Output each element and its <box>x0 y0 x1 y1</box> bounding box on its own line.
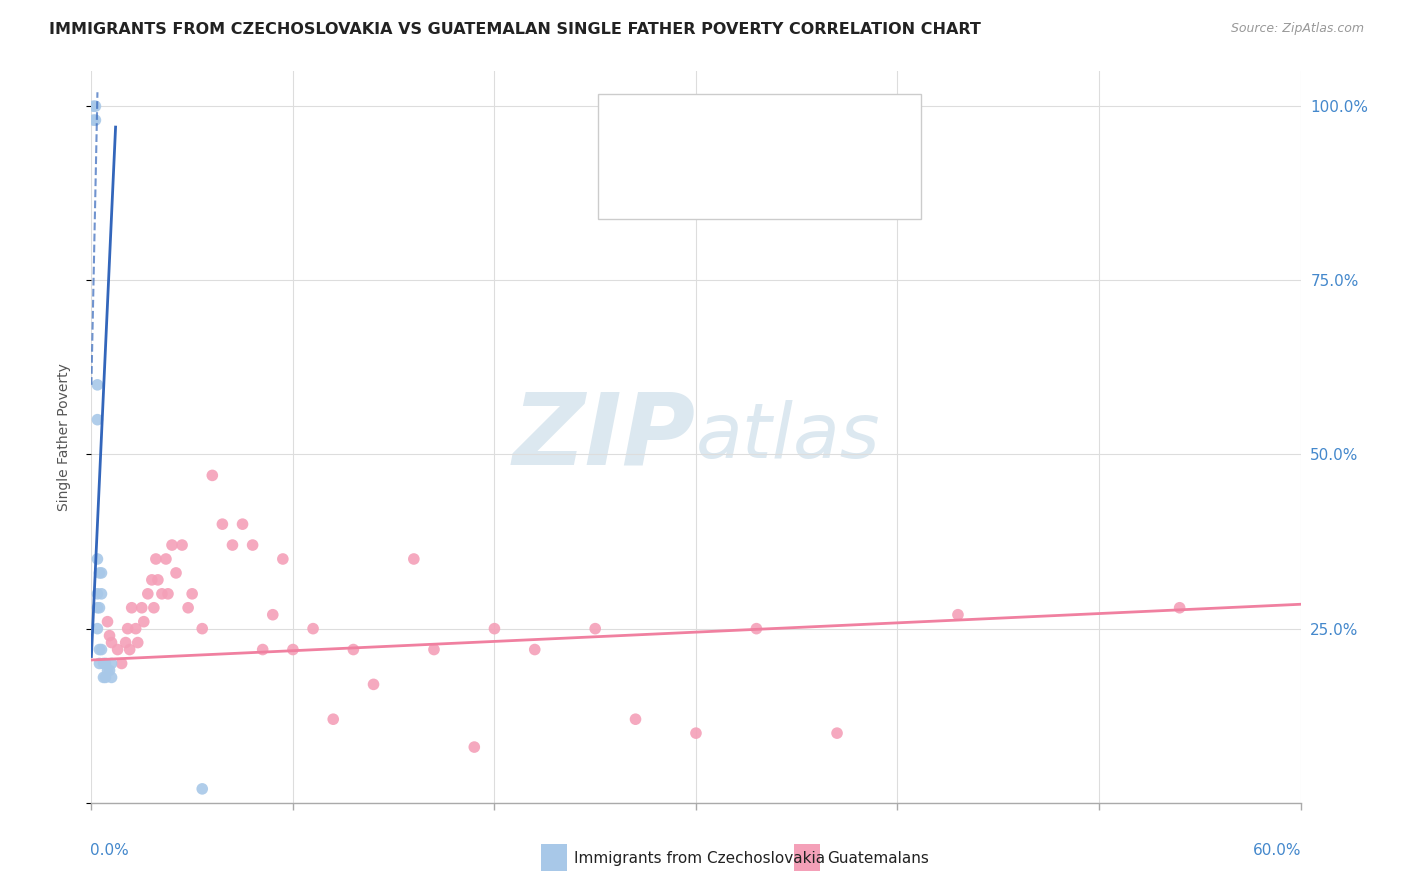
Point <box>201 468 224 483</box>
Point <box>90 642 112 657</box>
Point <box>94 670 117 684</box>
Point <box>155 552 177 566</box>
Point <box>111 657 132 671</box>
Point <box>118 642 141 657</box>
Point <box>100 670 122 684</box>
Text: Immigrants from Czechoslovakia: Immigrants from Czechoslovakia <box>574 851 825 865</box>
Point <box>86 412 108 426</box>
Point <box>191 622 214 636</box>
Point <box>131 600 153 615</box>
Point <box>84 113 107 128</box>
Text: N = 26: N = 26 <box>782 112 839 129</box>
Point <box>93 657 115 671</box>
Point <box>89 600 111 615</box>
Point <box>191 781 214 796</box>
Point <box>100 657 122 671</box>
Point <box>281 642 304 657</box>
Point <box>96 615 118 629</box>
Point <box>114 635 136 649</box>
Point <box>127 635 149 649</box>
Point <box>221 538 243 552</box>
Point <box>624 712 647 726</box>
Point <box>89 642 111 657</box>
Point <box>156 587 179 601</box>
Point <box>363 677 385 691</box>
Point <box>685 726 707 740</box>
Text: N = 52: N = 52 <box>782 161 839 178</box>
Point <box>146 573 169 587</box>
Text: R = 0.645: R = 0.645 <box>662 112 745 129</box>
Text: Source: ZipAtlas.com: Source: ZipAtlas.com <box>1230 22 1364 36</box>
Point <box>583 622 606 636</box>
Point <box>93 670 115 684</box>
Text: 0.0%: 0.0% <box>90 843 129 858</box>
Point <box>86 600 108 615</box>
Point <box>402 552 425 566</box>
Point <box>484 622 506 636</box>
Point <box>1168 600 1191 615</box>
Point <box>145 552 167 566</box>
Point <box>96 664 118 678</box>
Text: ZIP: ZIP <box>513 389 696 485</box>
Point <box>141 573 163 587</box>
Point <box>89 657 111 671</box>
Point <box>165 566 187 580</box>
Point <box>82 99 104 113</box>
Point <box>117 622 139 636</box>
Point <box>825 726 848 740</box>
Point <box>423 642 446 657</box>
Point <box>242 538 264 552</box>
Point <box>132 615 155 629</box>
Text: IMMIGRANTS FROM CZECHOSLOVAKIA VS GUATEMALAN SINGLE FATHER POVERTY CORRELATION C: IMMIGRANTS FROM CZECHOSLOVAKIA VS GUATEM… <box>49 22 981 37</box>
Text: R = 0.160: R = 0.160 <box>662 161 745 178</box>
Point <box>181 587 204 601</box>
Point <box>82 113 104 128</box>
Point <box>86 377 108 392</box>
Point <box>107 642 129 657</box>
Text: 60.0%: 60.0% <box>1253 843 1302 858</box>
Text: Guatemalans: Guatemalans <box>827 851 928 865</box>
Point <box>89 566 111 580</box>
Point <box>252 642 274 657</box>
Point <box>86 622 108 636</box>
Point <box>94 657 117 671</box>
Point <box>302 622 325 636</box>
Point <box>211 517 233 532</box>
Point <box>322 712 344 726</box>
Point <box>745 622 768 636</box>
Text: atlas: atlas <box>696 401 880 474</box>
Point <box>150 587 173 601</box>
Point <box>98 664 121 678</box>
Point <box>262 607 284 622</box>
Point <box>136 587 159 601</box>
Point <box>125 622 148 636</box>
Y-axis label: Single Father Poverty: Single Father Poverty <box>56 363 70 511</box>
Point <box>100 635 122 649</box>
Point <box>172 538 194 552</box>
Point <box>160 538 183 552</box>
Point <box>86 552 108 566</box>
Point <box>342 642 364 657</box>
Point <box>84 99 107 113</box>
Point <box>90 587 112 601</box>
Point <box>231 517 253 532</box>
Point <box>98 629 121 643</box>
Point <box>90 566 112 580</box>
Point <box>177 600 200 615</box>
Point <box>121 600 143 615</box>
Point <box>142 600 165 615</box>
Point <box>271 552 294 566</box>
Point <box>86 587 108 601</box>
Point <box>463 740 485 755</box>
Point <box>946 607 969 622</box>
Point <box>523 642 546 657</box>
